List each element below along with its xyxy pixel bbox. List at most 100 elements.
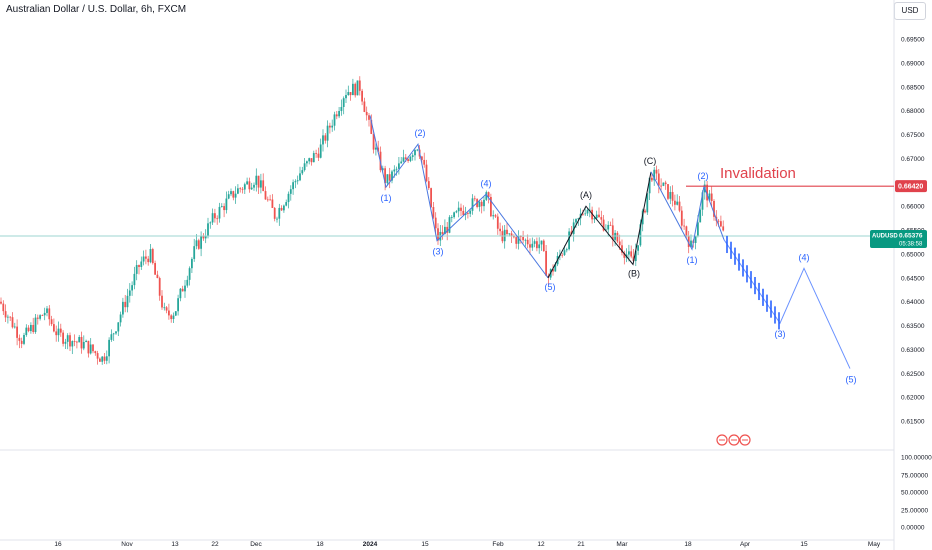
candle-body xyxy=(94,351,97,354)
candle-body xyxy=(92,344,94,352)
candle-body xyxy=(119,314,122,323)
candle-body xyxy=(41,315,44,317)
candle-body xyxy=(358,80,361,91)
candle-body xyxy=(361,90,363,102)
candle-body xyxy=(563,250,566,255)
candle-body xyxy=(294,181,297,183)
candle-body xyxy=(478,201,481,207)
y-tick-label: 0.63500 xyxy=(901,323,925,330)
candle-body xyxy=(690,240,692,247)
candle-body xyxy=(386,174,389,184)
candle-body xyxy=(648,177,651,194)
candle-body xyxy=(253,184,255,188)
candle-body xyxy=(126,295,129,308)
wave-label: (1) xyxy=(381,193,392,203)
x-tick-label: 15 xyxy=(800,541,808,548)
candle-body xyxy=(140,261,143,267)
candle-body xyxy=(416,149,419,151)
wave-label: (5) xyxy=(846,375,857,385)
wave-correction-line xyxy=(547,171,652,279)
candle-body xyxy=(27,327,30,332)
candle-body xyxy=(333,114,336,126)
candle-body xyxy=(25,327,28,335)
x-tick-label: Apr xyxy=(740,541,751,548)
wave-label: (3) xyxy=(433,247,444,257)
candle-body xyxy=(13,326,16,328)
candle-body xyxy=(241,188,244,190)
candle-body xyxy=(630,251,633,257)
candle-body xyxy=(414,150,416,156)
candle-body xyxy=(76,341,78,343)
candle-body xyxy=(271,199,274,208)
candle-body xyxy=(312,153,315,163)
candle-body xyxy=(184,285,186,292)
x-tick-label: Feb xyxy=(492,541,504,548)
candle-body xyxy=(450,217,453,218)
wave-label: (1) xyxy=(687,255,698,265)
candle-body xyxy=(425,164,428,182)
candle-body xyxy=(430,188,432,208)
candle-body xyxy=(283,205,285,211)
candle-body xyxy=(641,210,644,225)
y-tick-label: 0.66000 xyxy=(901,204,925,211)
candle-body xyxy=(285,202,288,206)
candle-body xyxy=(239,188,242,190)
candle-body xyxy=(108,339,110,357)
candle-body xyxy=(18,337,21,341)
candle-body xyxy=(473,198,476,200)
candle-body xyxy=(352,83,354,96)
candle-body xyxy=(621,245,623,253)
candle-body xyxy=(202,235,205,239)
candle-body xyxy=(30,324,32,332)
y-tick-label: 0.63000 xyxy=(901,347,925,354)
candle-body xyxy=(62,332,64,344)
candle-body xyxy=(407,159,409,162)
candle-body xyxy=(637,245,639,251)
candle-body xyxy=(66,335,69,342)
current-price-badge xyxy=(870,230,927,249)
candle-body xyxy=(496,216,499,229)
oscillator-tick-label: 0.00000 xyxy=(901,525,925,532)
candle-body xyxy=(124,301,127,308)
candle-body xyxy=(257,175,260,188)
price-pane xyxy=(0,0,895,550)
symbol-title: Australian Dollar / U.S. Dollar, 6h, FXC… xyxy=(6,4,187,15)
oscillator-tick-label: 75.00000 xyxy=(901,473,928,480)
candle-body xyxy=(598,214,600,218)
candle-body xyxy=(204,236,207,239)
candle-body xyxy=(584,213,587,215)
candle-body xyxy=(513,236,515,238)
candle-body xyxy=(393,169,396,172)
candle-body xyxy=(53,324,55,332)
candle-body xyxy=(434,217,437,229)
candle-body xyxy=(299,173,301,181)
candle-body xyxy=(552,269,554,272)
candle-body xyxy=(607,224,610,230)
candle-body xyxy=(197,240,200,249)
candle-body xyxy=(128,290,131,296)
candle-body xyxy=(46,308,48,313)
invalidation-label: Invalidation xyxy=(720,165,796,182)
candle-body xyxy=(296,180,299,182)
candle-body xyxy=(248,181,251,190)
candle-body xyxy=(36,317,39,319)
x-tick-label: 18 xyxy=(316,541,324,548)
candle-body xyxy=(262,180,265,192)
candle-body xyxy=(437,228,439,241)
candle-body xyxy=(147,258,150,263)
candle-body xyxy=(342,98,345,107)
candle-body xyxy=(368,115,370,120)
oscillator-tick-label: 50.00000 xyxy=(901,490,928,497)
current-price-countdown: 05:38:58 xyxy=(899,242,923,248)
candle-body xyxy=(32,324,35,333)
candle-body xyxy=(444,226,446,235)
candle-body xyxy=(710,193,713,201)
candle-body xyxy=(577,218,580,220)
candle-body xyxy=(395,168,398,170)
candle-body xyxy=(301,170,304,174)
candle-body xyxy=(453,212,455,218)
candle-body xyxy=(220,206,223,207)
event-icons xyxy=(716,434,751,446)
candle-body xyxy=(586,209,589,214)
